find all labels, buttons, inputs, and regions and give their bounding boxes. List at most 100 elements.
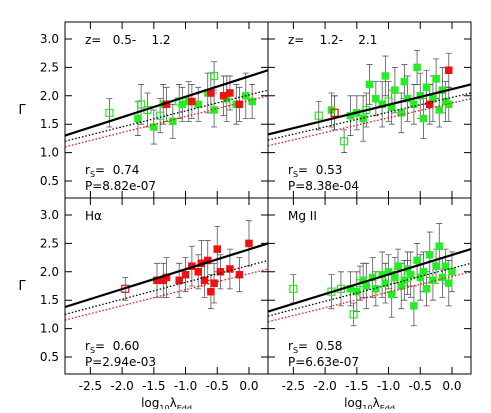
error-bar	[350, 302, 357, 327]
marker	[400, 77, 409, 86]
marker	[432, 262, 440, 270]
marker	[213, 245, 221, 253]
marker	[403, 273, 412, 282]
rs-subscript: S	[293, 170, 298, 179]
y-tick-label: 1.0	[40, 146, 59, 160]
rs-symbol: r	[288, 339, 293, 353]
marker	[435, 106, 444, 114]
marker	[162, 273, 171, 282]
x-axis-label-part: log	[344, 396, 362, 409]
marker	[419, 114, 428, 123]
rs-annotation: rS= 0.74	[85, 163, 139, 179]
marker	[210, 279, 218, 287]
fit-line	[64, 69, 269, 137]
marker	[248, 97, 256, 106]
x-tick-label: -2.5	[79, 379, 102, 393]
x-axis-label: log10λEdd	[344, 396, 395, 409]
rs-subscript: S	[90, 346, 95, 355]
x-tick-label: -1.0	[377, 379, 400, 393]
error-bar	[290, 274, 297, 304]
fit-line	[267, 98, 472, 147]
y-axis-label: Γ	[18, 103, 26, 118]
y-tick-label: 2.5	[40, 60, 59, 74]
x-tick-label: 0.0	[239, 379, 258, 393]
y-tick-label: 1.5	[40, 117, 59, 131]
marker	[188, 97, 196, 106]
rs-annotation: rS= 0.58	[288, 339, 342, 355]
rs-subscript: S	[90, 170, 95, 179]
marker	[381, 279, 390, 287]
marker	[422, 83, 431, 92]
marker	[372, 285, 380, 293]
marker	[448, 268, 456, 276]
marker	[441, 262, 450, 270]
rs-subscript: S	[293, 346, 298, 355]
marker	[150, 123, 158, 131]
y-tick-label: 3.0	[40, 208, 59, 222]
marker	[235, 270, 244, 279]
y-tick-label: 0.5	[40, 350, 59, 364]
marker	[226, 89, 234, 97]
marker	[387, 290, 396, 299]
marker	[372, 94, 380, 103]
rs-symbol: r	[85, 339, 90, 353]
x-axis-label-part: λ	[170, 396, 177, 409]
marker	[413, 256, 421, 265]
marker	[445, 66, 453, 75]
x-axis-label: log10λEdd	[141, 396, 192, 409]
marker	[181, 270, 190, 279]
marker	[210, 106, 218, 114]
marker	[194, 268, 202, 276]
marker	[422, 285, 431, 293]
x-tick-label: -0.5	[409, 379, 432, 393]
panel-annotation: Mg II	[288, 209, 317, 223]
marker	[438, 273, 447, 282]
error-bar	[385, 81, 392, 122]
rs-value: = 0.60	[95, 339, 139, 353]
marker	[105, 108, 114, 117]
panel: -2.5 -2.0 -1.5 -1.0 -0.5 0.0 0.5 1.0 1.5 2.0 2.5 3.…	[18, 197, 269, 413]
panel: 0.51.01.52.02.53.0 z= 0.5- 1.2rS= 0.74P=8…	[18, 21, 269, 199]
p-annotation: P=2.94e-03	[85, 355, 156, 369]
marker	[435, 242, 444, 251]
x-tick-label: -2.5	[282, 379, 305, 393]
y-axis-label: Γ	[18, 279, 26, 294]
marker	[169, 117, 177, 126]
fit-line	[267, 248, 472, 313]
x-tick-label: 0.0	[442, 379, 461, 393]
rs-annotation: rS= 0.60	[85, 339, 139, 355]
rs-symbol: r	[85, 163, 90, 177]
fit-line	[64, 259, 269, 316]
marker	[330, 108, 339, 117]
marker	[426, 100, 434, 109]
rs-value: = 0.74	[95, 163, 139, 177]
marker	[340, 137, 349, 146]
y-tick-label: 3.0	[40, 32, 59, 46]
fit-line	[64, 242, 269, 309]
x-tick-label: -1.5	[142, 379, 165, 393]
rs-value: = 0.58	[298, 339, 342, 353]
fit-line	[267, 83, 472, 136]
marker	[381, 72, 390, 80]
p-annotation: P=6.63e-07	[288, 355, 359, 369]
x-axis-label-part: Edd	[177, 404, 192, 409]
marker	[419, 268, 428, 276]
marker	[410, 302, 418, 310]
marker	[394, 262, 402, 270]
axes-frame	[267, 197, 472, 375]
marker	[391, 86, 399, 94]
marker	[353, 287, 361, 296]
panel-annotation: Hα	[85, 209, 102, 223]
marker	[209, 71, 219, 81]
y-tick-label: 2.5	[40, 236, 59, 250]
x-axis-label-part: Edd	[380, 404, 395, 409]
y-tick-label: 2.0	[40, 89, 59, 103]
marker	[359, 114, 367, 123]
marker	[365, 80, 374, 89]
marker	[245, 239, 253, 248]
x-tick-label: -1.0	[174, 379, 197, 393]
marker	[207, 287, 215, 296]
marker	[219, 92, 228, 100]
x-axis-label-part: 10	[159, 404, 169, 409]
